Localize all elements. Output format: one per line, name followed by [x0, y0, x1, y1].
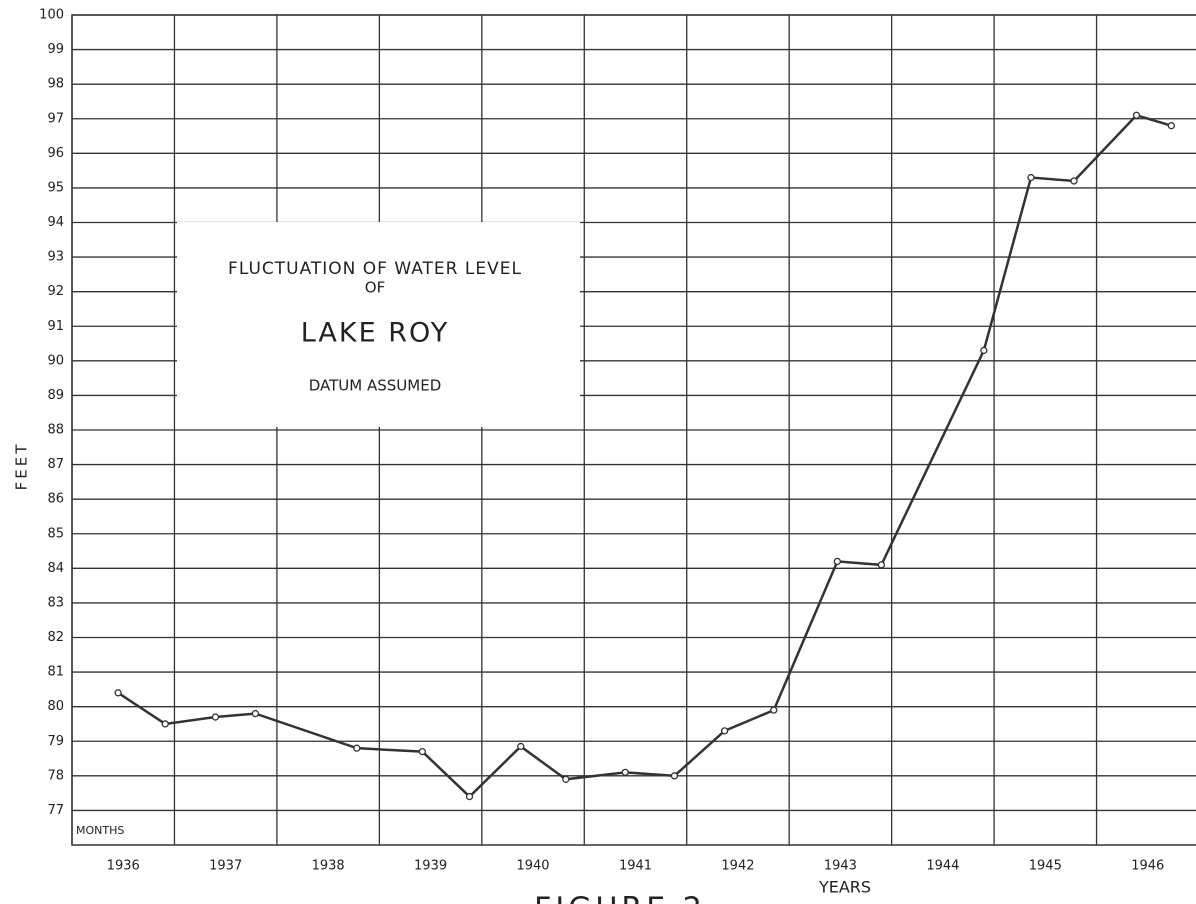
y-tick-label: 90 [47, 353, 64, 368]
x-axis-label: YEARS [818, 878, 871, 897]
x-tick-label: 1944 [926, 859, 959, 874]
y-tick-label: 97 [47, 111, 64, 126]
y-tick-label: 100 [39, 8, 64, 23]
data-point [833, 557, 841, 566]
data-point [877, 561, 886, 569]
data-point [770, 706, 778, 714]
data-point [1132, 111, 1141, 119]
x-tick-label: 1946 [1131, 859, 1164, 874]
y-tick-label: 78 [47, 768, 64, 783]
x-tick-label: 1940 [516, 859, 549, 874]
data-point [251, 709, 260, 718]
x-tick-label: 1943 [824, 859, 857, 874]
data-point [211, 713, 220, 721]
chart-title: FLUCTUATION OF WATER LEVEL [228, 259, 522, 279]
data-point [114, 689, 122, 697]
data-point [562, 775, 570, 783]
x-tick-label: 1939 [414, 859, 447, 874]
data-point [465, 792, 474, 801]
y-tick-label: 86 [47, 492, 64, 507]
y-tick-label: 84 [47, 561, 64, 576]
data-point [670, 772, 679, 780]
data-point [720, 727, 729, 735]
chart-title-of: OF [365, 279, 385, 297]
y-tick-label: 77 [47, 803, 64, 818]
y-tick-label: 95 [47, 180, 64, 195]
x-tick-label: 1945 [1029, 859, 1062, 874]
y-axis-label: FEET [13, 442, 31, 491]
data-point [1167, 122, 1175, 130]
chart-subtitle: LAKE ROY [301, 318, 450, 349]
data-point [353, 744, 361, 752]
y-tick-label: 89 [47, 388, 64, 403]
y-tick-label: 94 [47, 215, 64, 230]
y-tick-label: 92 [47, 284, 64, 299]
figure-label: FIGURE 2 [534, 892, 706, 904]
data-point [980, 346, 988, 355]
chart-note: DATUM ASSUMED [309, 377, 442, 395]
y-tick-label: 83 [47, 595, 64, 610]
x-tick-label: 1936 [107, 859, 140, 874]
data-line [117, 113, 1172, 799]
data-point [1027, 173, 1035, 182]
y-tick-label: 91 [47, 319, 64, 334]
y-tick-label: 85 [47, 526, 64, 541]
y-tick-label: 81 [47, 665, 64, 680]
x-tick-label: 1938 [312, 859, 345, 874]
x-tick-label: 1937 [209, 859, 242, 874]
data-point [517, 742, 525, 751]
y-tick-label: 96 [47, 146, 64, 161]
title-box [177, 222, 580, 427]
y-tick-label: 93 [47, 250, 64, 265]
y-tick-label: 87 [47, 457, 64, 472]
y-tick-label: 98 [47, 77, 64, 92]
y-tick-label: 88 [47, 423, 64, 438]
x-tick-label: 1941 [619, 859, 652, 874]
months-label: MONTHS [76, 824, 124, 837]
data-point [161, 720, 169, 728]
y-tick-label: 80 [47, 699, 64, 714]
data-point [621, 768, 629, 777]
x-tick-label: 1942 [721, 859, 754, 874]
y-tick-label: 99 [47, 42, 64, 57]
data-point [418, 747, 427, 756]
data-point [1070, 177, 1078, 185]
y-tick-label: 79 [47, 734, 64, 749]
y-tick-label: 82 [47, 630, 64, 645]
